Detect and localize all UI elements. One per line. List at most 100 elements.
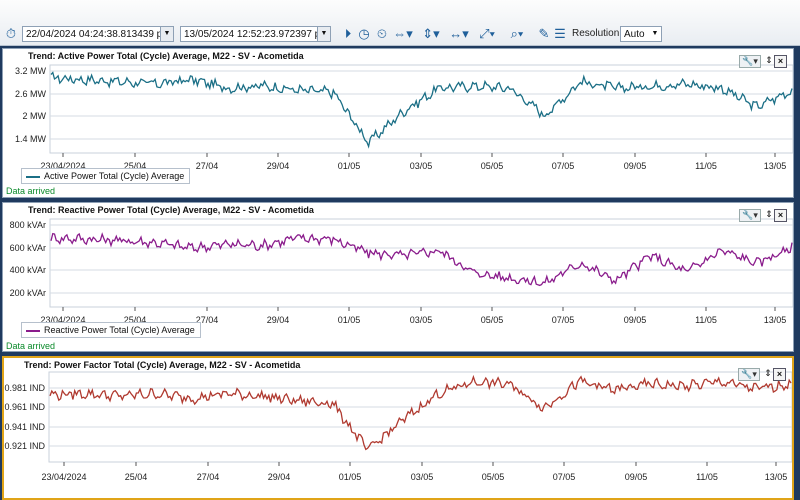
close-icon[interactable]: × [774, 55, 787, 68]
x-tick-label: 29/04 [267, 315, 290, 325]
timer-icon[interactable]: ◷ [358, 26, 370, 41]
zoom-y-icon[interactable]: ⇕▾ [422, 26, 440, 41]
x-tick-label: 05/05 [482, 472, 505, 482]
x-tick-label: 09/05 [624, 161, 647, 171]
toolbar-row: ⏱ 22/04/2024 04:24:38.813439 p. m. ▼ 13/… [0, 24, 800, 44]
close-icon[interactable]: × [774, 209, 787, 222]
series-line [49, 374, 792, 451]
y-tick-label: 0.981 IND [4, 383, 45, 393]
plot-area [49, 218, 793, 308]
zoom-x-icon[interactable]: ⇔▾ [393, 26, 413, 41]
status-text: Data arrived [6, 341, 56, 351]
plot-area [48, 371, 792, 463]
play-icon[interactable]: ⏵ [344, 26, 352, 41]
legend: Active Power Total (Cycle) Average [21, 168, 191, 184]
x-tick-label: 09/05 [624, 315, 647, 325]
x-tick-label: 25/04 [125, 472, 148, 482]
series-line [50, 71, 793, 149]
reorder-icon[interactable]: ⇕ [764, 368, 772, 378]
end-time-combo[interactable]: 13/05/2024 12:52:23.972397 p. m. ▼ [180, 26, 331, 42]
y-tick-label: 600 kVAr [10, 243, 46, 253]
legend: Reactive Power Total (Cycle) Average [21, 322, 201, 338]
settings-icon[interactable]: 🔧▾ [739, 209, 761, 222]
time-range-icon[interactable]: ⏱ [5, 26, 17, 41]
x-tick-label: 07/05 [552, 161, 575, 171]
x-tick-label: 03/05 [410, 315, 433, 325]
x-tick-label: 13/05 [764, 315, 787, 325]
y-tick-label: 0.941 IND [4, 422, 45, 432]
x-tick-label: 27/04 [196, 315, 219, 325]
x-tick-label: 11/05 [696, 472, 718, 482]
y-tick-label: 2.6 MW [15, 89, 47, 99]
trend-panel-reactive-power: 800 kVAr 600 kVAr 400 kVAr 200 kVAr 23/04/20… [2, 202, 794, 352]
trend-title: Trend: Power Factor Total (Cycle) Averag… [24, 360, 301, 370]
y-tick-label: 400 kVAr [10, 265, 46, 275]
x-tick-label: 23/04/2024 [40, 315, 85, 325]
end-time-value: 13/05/2024 12:52:23.972397 p. m. [184, 29, 331, 40]
legend-label: Reactive Power Total (Cycle) Average [44, 325, 195, 335]
start-time-combo[interactable]: 22/04/2024 04:24:38.813439 p. m. ▼ [22, 26, 174, 42]
reorder-icon[interactable]: ⇕ [765, 209, 773, 219]
y-tick-label: 3.2 MW [15, 66, 47, 76]
x-tick-label: 29/04 [268, 472, 291, 482]
resolution-label: Resolution: [572, 28, 623, 39]
y-tick-label: 1.4 MW [15, 134, 47, 144]
legend-label: Active Power Total (Cycle) Average [44, 171, 185, 181]
search-icon[interactable]: ⌕▾ [510, 26, 524, 41]
wrench-icon[interactable]: ✎ [538, 26, 550, 41]
chevron-down-icon[interactable]: ▼ [317, 27, 330, 41]
chart-power-factor: 0.981 IND 0.961 IND 0.941 IND 0.921 IND 23/0… [4, 371, 792, 482]
x-tick-label: 25/04 [124, 161, 147, 171]
status-text: Data arrived [6, 186, 56, 196]
list-icon[interactable]: ☰ [554, 26, 566, 41]
resolution-value: Auto [624, 29, 645, 40]
y-tick-label: 0.921 IND [4, 441, 45, 451]
x-tick-label: 07/05 [552, 315, 575, 325]
reorder-icon[interactable]: ⇕ [765, 55, 773, 65]
x-tick-label: 01/05 [338, 161, 361, 171]
y-tick-label: 0.961 IND [4, 402, 45, 412]
trend-panel-power-factor: 0.981 IND 0.961 IND 0.941 IND 0.921 IND 23/0… [2, 356, 794, 500]
legend-swatch [26, 329, 40, 332]
fit-icon[interactable]: ⤢▾ [479, 26, 495, 41]
trend-panel-active-power: 3.2 MW 2.6 MW 2 MW 1.4 MW 23/04/2024 25/04 27/… [2, 48, 794, 198]
x-tick-label: 25/04 [124, 315, 147, 325]
x-tick-label: 13/05 [764, 161, 787, 171]
start-time-value: 22/04/2024 04:24:38.813439 p. m. [26, 29, 174, 40]
x-tick-label: 23/04/2024 [40, 161, 85, 171]
y-tick-label: 200 kVAr [10, 288, 46, 298]
legend-swatch [26, 175, 40, 178]
x-tick-label: 23/04/2024 [41, 472, 86, 482]
chevron-down-icon[interactable]: ▼ [649, 27, 661, 41]
pan-icon[interactable]: ↔▾ [449, 26, 469, 41]
y-tick-label: 2 MW [23, 111, 47, 121]
series-line [50, 232, 793, 287]
x-tick-label: 09/05 [625, 472, 648, 482]
close-icon[interactable]: × [773, 368, 786, 381]
trend-title: Trend: Active Power Total (Cycle) Averag… [28, 51, 304, 61]
plot-area [49, 64, 793, 154]
settings-icon[interactable]: 🔧▾ [739, 55, 761, 68]
chevron-down-icon[interactable]: ▼ [160, 27, 173, 41]
stopwatch-icon[interactable]: ⏲ [376, 26, 388, 41]
x-tick-label: 01/05 [339, 472, 362, 482]
x-tick-label: 13/05 [765, 472, 788, 482]
y-tick-label: 800 kVAr [10, 220, 46, 230]
x-tick-label: 11/05 [695, 315, 717, 325]
x-tick-label: 29/04 [267, 161, 290, 171]
chart-reactive-power: 800 kVAr 600 kVAr 400 kVAr 200 kVAr 23/04/20… [10, 218, 793, 325]
resolution-select[interactable]: Auto ▼ [620, 26, 662, 42]
chart-active-power: 3.2 MW 2.6 MW 2 MW 1.4 MW 23/04/2024 25/04 27/… [15, 64, 793, 171]
x-tick-label: 03/05 [410, 161, 433, 171]
settings-icon[interactable]: 🔧▾ [738, 368, 760, 381]
x-tick-label: 05/05 [481, 161, 504, 171]
x-tick-label: 27/04 [197, 472, 220, 482]
toolbar: ⏱ 22/04/2024 04:24:38.813439 p. m. ▼ 13/… [0, 0, 800, 46]
x-tick-label: 03/05 [411, 472, 434, 482]
x-tick-label: 07/05 [553, 472, 576, 482]
trend-title: Trend: Reactive Power Total (Cycle) Aver… [28, 205, 314, 215]
x-tick-label: 27/04 [196, 161, 219, 171]
x-tick-label: 11/05 [695, 161, 717, 171]
x-tick-label: 05/05 [481, 315, 504, 325]
x-tick-label: 01/05 [338, 315, 361, 325]
